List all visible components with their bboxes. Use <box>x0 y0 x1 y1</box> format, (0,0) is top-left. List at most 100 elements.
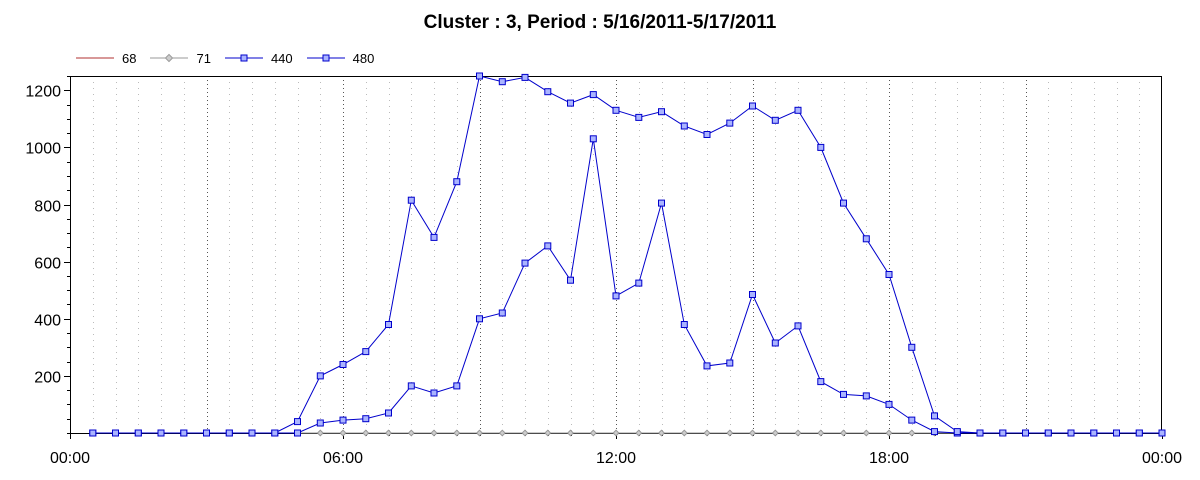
data-point-71 <box>612 429 620 437</box>
data-point-480 <box>453 178 461 186</box>
data-point-480 <box>749 102 756 110</box>
data-point-480 <box>157 429 165 437</box>
data-point-440 <box>749 291 756 298</box>
data-point-71 <box>362 429 370 437</box>
legend-label-71: 71 <box>196 50 211 66</box>
legend-swatch-71 <box>150 53 189 63</box>
data-point-480 <box>134 429 142 437</box>
data-point-440 <box>294 429 301 437</box>
y-tick-label: 200 <box>34 370 61 387</box>
data-point-71 <box>771 429 779 437</box>
data-point-480 <box>1022 429 1029 437</box>
x-tick-label: 12:00 <box>596 450 636 467</box>
data-point-480 <box>658 108 665 116</box>
x-tick-label: 00:00 <box>1142 450 1182 467</box>
y-tick-label: 1200 <box>25 84 61 101</box>
data-point-480 <box>362 348 370 356</box>
data-point-440 <box>862 392 870 400</box>
y-tick-label: 400 <box>34 313 61 330</box>
y-tick-label: 1000 <box>25 141 61 158</box>
data-point-480 <box>885 271 893 278</box>
data-point-71 <box>794 429 802 437</box>
data-point-480 <box>635 113 643 121</box>
data-point-71 <box>316 429 324 437</box>
legend-swatch-480 <box>306 54 345 62</box>
data-point-480 <box>271 429 279 437</box>
data-point-71 <box>862 429 870 437</box>
y-tick-label: 600 <box>34 256 61 273</box>
data-point-440 <box>908 416 916 424</box>
data-point-440 <box>544 242 552 250</box>
data-point-480 <box>498 78 506 86</box>
data-point-71 <box>908 429 916 437</box>
x-tick-label: 18:00 <box>869 450 909 467</box>
data-point-440 <box>430 389 438 397</box>
series-line-440 <box>92 138 1162 434</box>
data-point-480 <box>544 88 552 96</box>
x-tick-label: 06:00 <box>323 450 363 467</box>
data-point-440 <box>658 199 665 207</box>
data-point-71 <box>680 429 688 437</box>
data-point-440 <box>817 378 825 386</box>
data-point-440 <box>407 382 415 390</box>
data-point-480 <box>1067 429 1075 437</box>
data-point-480 <box>908 343 916 351</box>
legend-swatch-68 <box>76 57 114 59</box>
data-point-440 <box>339 416 347 424</box>
legend-swatch-440 <box>224 54 263 62</box>
data-point-440 <box>316 419 324 427</box>
legend-item: 440 <box>224 50 293 66</box>
data-point-440 <box>726 359 734 367</box>
data-point-71 <box>475 429 484 437</box>
data-point-440 <box>612 292 620 300</box>
plot-frame <box>70 76 1162 434</box>
data-point-480 <box>680 122 688 130</box>
data-point-71 <box>817 429 825 437</box>
data-point-480 <box>567 99 574 107</box>
data-point-480 <box>931 412 938 420</box>
data-point-480 <box>203 429 210 437</box>
data-point-480 <box>817 143 825 151</box>
data-point-440 <box>453 382 461 390</box>
data-point-71 <box>635 429 643 437</box>
data-point-480 <box>1044 429 1052 437</box>
data-point-440 <box>589 135 597 143</box>
data-point-480 <box>840 199 847 207</box>
legend-label-440: 440 <box>270 50 293 66</box>
legend: 68 71 440 480 <box>76 49 388 67</box>
data-point-480 <box>89 429 97 437</box>
data-point-71 <box>589 429 597 437</box>
y-tick-label: 800 <box>34 199 61 216</box>
data-point-71 <box>521 429 529 437</box>
data-point-480 <box>771 116 779 124</box>
data-point-440 <box>931 428 938 436</box>
data-point-71 <box>430 429 438 437</box>
data-point-440 <box>840 390 847 398</box>
x-tick-label: 00:00 <box>50 450 90 467</box>
data-point-71 <box>339 429 347 437</box>
data-point-71 <box>885 429 893 437</box>
data-point-71 <box>453 429 461 437</box>
data-point-480 <box>1135 429 1143 437</box>
data-point-440 <box>567 276 574 284</box>
legend-label-480: 480 <box>352 50 375 66</box>
data-point-480 <box>476 72 483 80</box>
data-point-480 <box>407 196 415 204</box>
data-point-480 <box>316 372 324 380</box>
data-point-71 <box>498 429 506 437</box>
data-point-480 <box>430 233 438 241</box>
data-point-71 <box>566 429 575 437</box>
data-point-440 <box>521 259 529 267</box>
data-point-480 <box>794 106 802 114</box>
data-point-440 <box>703 362 711 370</box>
data-point-71 <box>384 429 393 437</box>
data-point-440 <box>498 309 506 317</box>
data-point-480 <box>339 361 347 368</box>
data-point-480 <box>385 321 392 328</box>
data-point-480 <box>862 235 870 243</box>
data-point-440 <box>885 400 893 408</box>
data-point-480 <box>612 106 620 114</box>
data-point-440 <box>680 321 688 328</box>
data-point-71 <box>726 429 734 437</box>
legend-item: 68 <box>76 51 136 66</box>
